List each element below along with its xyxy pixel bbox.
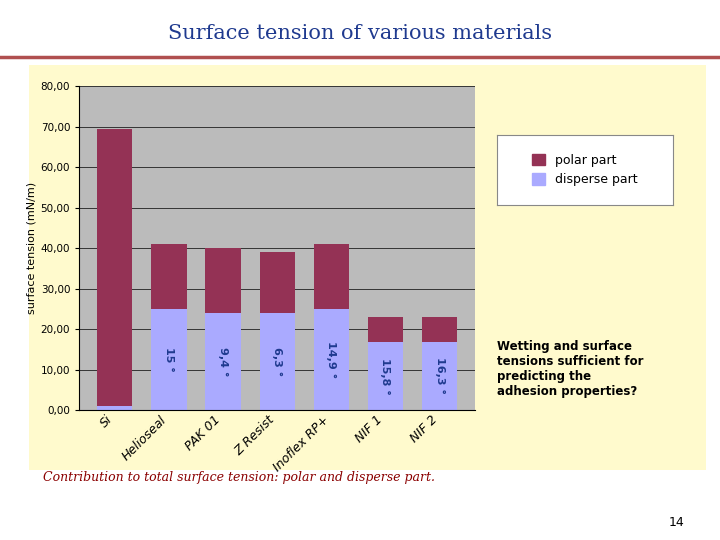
Text: Contribution to total surface tension: polar and disperse part.: Contribution to total surface tension: p…	[43, 471, 435, 484]
Text: 6,3 °: 6,3 °	[272, 347, 282, 376]
Text: 15 °: 15 °	[164, 347, 174, 372]
Bar	[205, 248, 240, 313]
Text: 16,3 °: 16,3 °	[435, 357, 445, 395]
Text: 15,8 °: 15,8 °	[380, 357, 390, 394]
Text: Wetting and surface
tensions sufficient for
predicting the
adhesion properties?: Wetting and surface tensions sufficient …	[497, 340, 643, 398]
Bar	[260, 253, 294, 313]
Bar	[422, 342, 457, 410]
Bar	[314, 244, 349, 309]
Bar	[368, 342, 403, 410]
Bar	[260, 313, 294, 410]
Bar	[314, 309, 349, 410]
Bar	[368, 317, 403, 342]
Text: 14: 14	[668, 516, 684, 529]
Y-axis label: surface tension (mN/m): surface tension (mN/m)	[27, 183, 37, 314]
Bar	[422, 317, 457, 342]
Bar	[97, 129, 132, 406]
Text: 14,9 °: 14,9 °	[326, 341, 336, 379]
Bar	[151, 244, 186, 309]
Bar	[205, 313, 240, 410]
Bar	[151, 309, 186, 410]
Text: Surface tension of various materials: Surface tension of various materials	[168, 24, 552, 43]
Bar	[97, 406, 132, 410]
Text: 9,4 °: 9,4 °	[218, 347, 228, 376]
Legend: polar part, disperse part: polar part, disperse part	[528, 150, 642, 190]
